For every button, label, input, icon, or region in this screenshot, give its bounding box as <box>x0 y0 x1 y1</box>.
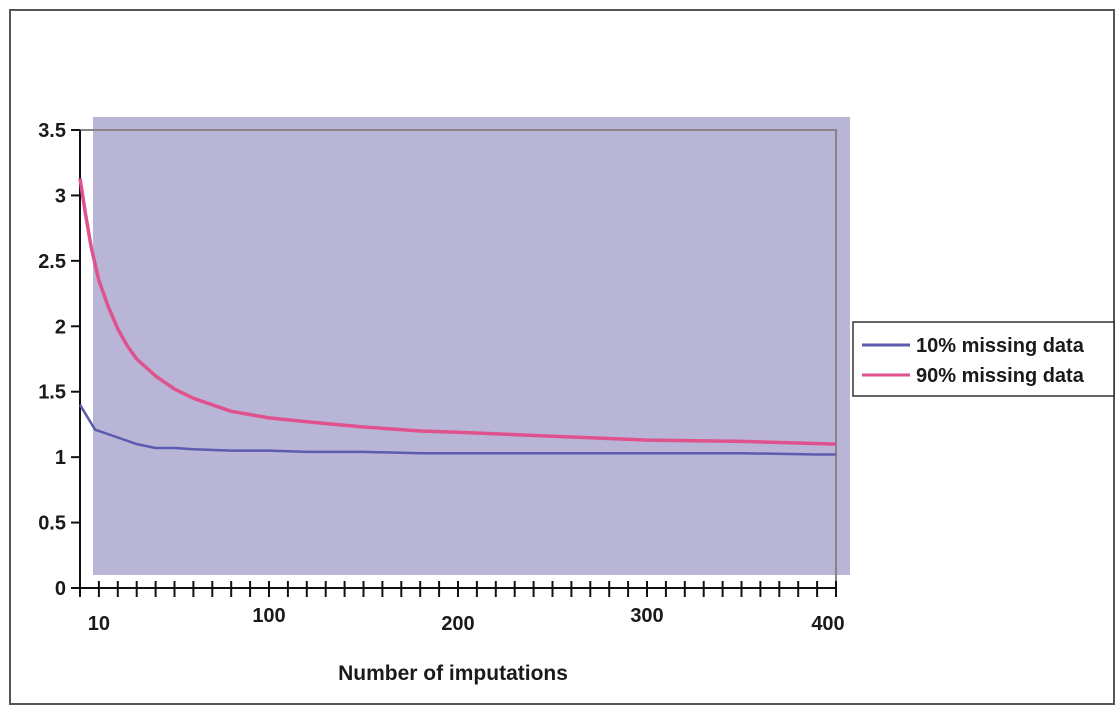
y-tick-label: 3 <box>55 185 66 207</box>
x-tick-label: 200 <box>441 613 474 635</box>
y-tick-label: 3.5 <box>38 120 66 142</box>
legend-label-2: 90% missing data <box>916 365 1085 387</box>
x-tick-label: 100 <box>252 605 285 627</box>
legend-label-1: 10% missing data <box>916 335 1085 357</box>
x-tick-label: 10 <box>88 613 110 635</box>
y-tick-label: 2 <box>55 316 66 338</box>
legend-box <box>852 321 1115 397</box>
x-tick-label: 300 <box>630 605 663 627</box>
series-line-1 <box>78 404 836 456</box>
y-tick-label: 1.5 <box>38 382 66 404</box>
series-line-2 <box>78 178 837 446</box>
y-axis: 0 0.5 1 1.5 2 2.5 3 3.5 <box>38 120 81 600</box>
y-tick-label: 1 <box>55 447 66 469</box>
x-axis-title: Number of imputations <box>338 662 568 685</box>
y-tick-label: 0.5 <box>38 513 66 535</box>
y-tick-label: 2.5 <box>38 251 66 273</box>
plot-area-background <box>93 117 850 575</box>
x-axis: 10 100 200 300 400 <box>79 581 845 635</box>
legend: 10% missing data 90% missing data <box>852 321 1115 397</box>
y-tick-label: 0 <box>55 578 66 600</box>
series-lines <box>78 178 837 456</box>
x-tick-label: 400 <box>811 613 844 635</box>
